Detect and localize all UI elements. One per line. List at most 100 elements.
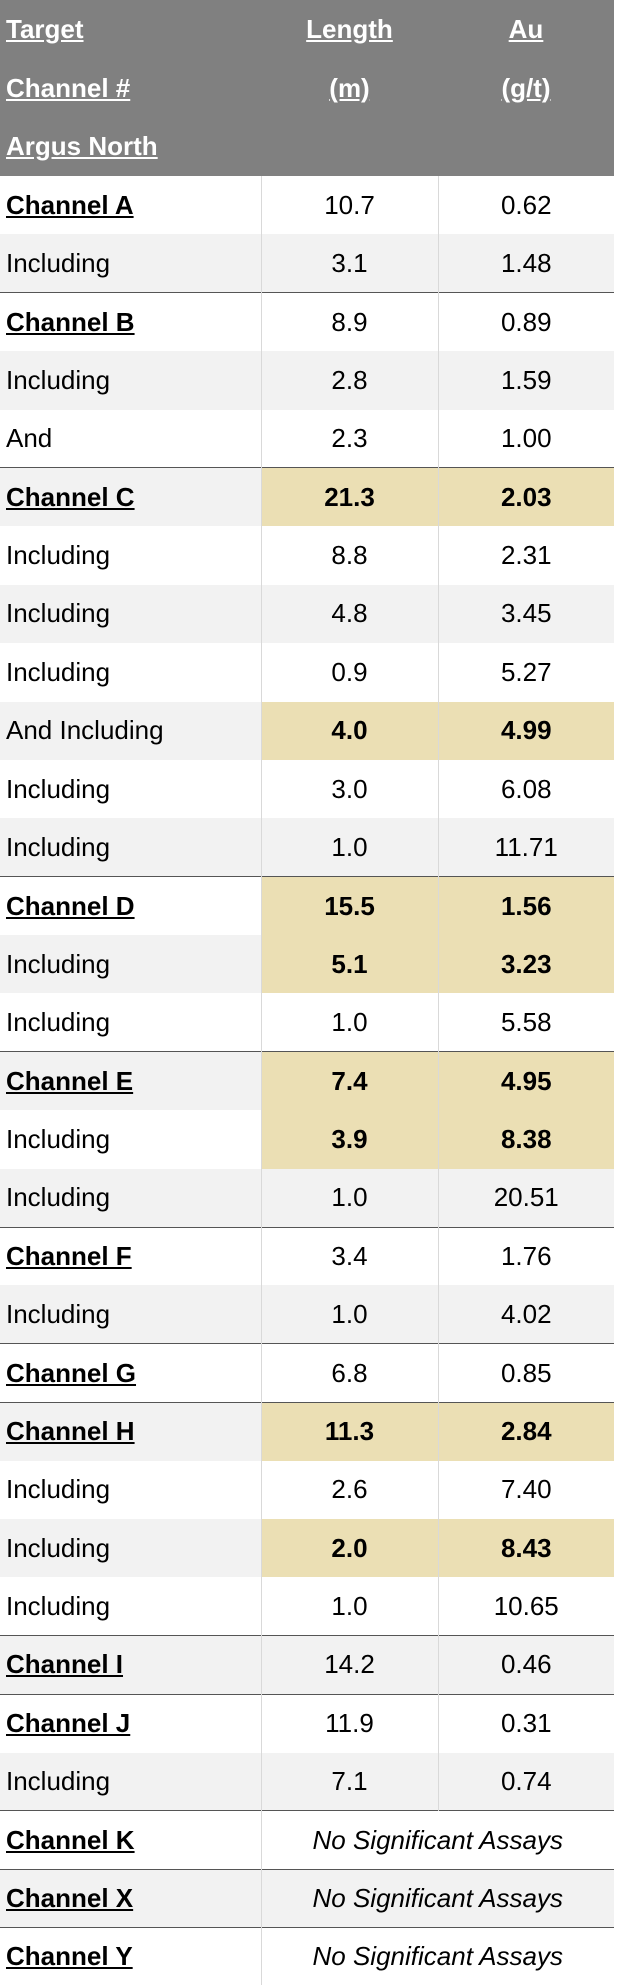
au-cell: 8.43	[437, 1518, 614, 1578]
interval-label: Including	[0, 1168, 261, 1228]
au-cell: 0.46	[437, 1635, 614, 1695]
length-cell: 1.0	[260, 993, 438, 1052]
au-cell: 0.31	[437, 1693, 614, 1753]
interval-label: Including	[0, 1285, 261, 1344]
note-cell: No Significant Assays	[260, 1810, 614, 1870]
interval-label: Including	[6, 656, 111, 687]
table-row: Including 2.6 7.40	[0, 1460, 614, 1519]
channel-name: Channel J	[0, 1693, 261, 1753]
channel-name: Channel F	[0, 1226, 261, 1286]
length-cell: 3.4	[260, 1226, 438, 1286]
table-row: Including 1.0 20.51	[0, 1168, 614, 1228]
au-cell: 11.71	[437, 818, 614, 877]
au-cell: 2.03	[437, 467, 614, 527]
channel-name: Channel Y	[0, 1927, 261, 1985]
length-cell: 11.3	[260, 1401, 438, 1461]
table-row: Channel C 21.3 2.03	[0, 467, 614, 527]
channel-name: Channel H	[0, 1401, 261, 1461]
au-cell: 10.65	[437, 1577, 614, 1636]
channel-name: Channel E	[0, 1051, 261, 1111]
length-cell: 1.0	[260, 1168, 438, 1228]
length-cell: 11.9	[260, 1693, 438, 1753]
au-cell: 1.59	[437, 351, 614, 410]
interval-label: Including	[0, 351, 261, 410]
au-cell: 4.02	[437, 1285, 614, 1344]
length-cell: 0.9	[260, 643, 438, 702]
au-cell: 1.56	[437, 876, 614, 936]
table-row: Including 2.0 8.43	[0, 1518, 614, 1578]
length-cell: 8.8	[260, 526, 438, 585]
interval-label: Including	[0, 1518, 261, 1578]
length-cell: 7.4	[260, 1051, 438, 1111]
length-cell: 5.1	[260, 935, 438, 994]
interval-label: Including	[6, 1123, 111, 1154]
au-cell: 6.08	[437, 759, 614, 819]
au-cell: 4.99	[437, 701, 614, 760]
table-row: Including 3.1 1.48	[0, 234, 614, 293]
header-line: Target	[6, 14, 84, 44]
table-row: Including 0.9 5.27	[0, 643, 614, 702]
au-cell: 1.48	[437, 234, 614, 293]
header-line: Argus North	[6, 131, 158, 161]
au-cell: 0.74	[437, 1752, 614, 1811]
au-cell: 2.84	[437, 1401, 614, 1461]
table-row: Including 5.1 3.23	[0, 935, 614, 994]
table-row: Channel K No Significant Assays	[0, 1810, 614, 1870]
note-cell: No Significant Assays	[260, 1927, 614, 1985]
au-cell: 0.62	[437, 176, 614, 235]
interval-label: Including	[6, 1474, 111, 1505]
au-cell: 1.76	[437, 1226, 614, 1286]
au-cell: 3.23	[437, 935, 614, 994]
length-cell: 3.1	[260, 234, 438, 293]
length-cell: 1.0	[260, 1285, 438, 1344]
channel-name: Channel X	[0, 1868, 261, 1928]
table-row: Channel J 11.9 0.31	[0, 1693, 614, 1753]
channel-name: Channel B	[0, 292, 261, 352]
note-cell: No Significant Assays	[260, 1868, 614, 1928]
header-cell: Target Channel # Argus North	[0, 0, 261, 176]
length-cell: 2.0	[260, 1518, 438, 1578]
header-cell: Length (m)	[261, 0, 438, 176]
length-cell: 7.1	[260, 1752, 438, 1811]
interval-label: Including	[6, 540, 111, 571]
channel-name: Channel D	[0, 876, 261, 936]
header-cell: Au (g/t)	[438, 0, 614, 176]
channel-name: Channel A	[6, 189, 134, 220]
table-row: And 2.3 1.00	[0, 409, 614, 468]
interval-label: Including	[0, 234, 261, 293]
interval-label: Including	[6, 773, 111, 804]
header-line: (m)	[329, 72, 370, 103]
table-row: Channel Y No Significant Assays	[0, 1927, 614, 1985]
au-cell: 7.40	[437, 1460, 614, 1519]
au-cell: 5.58	[437, 993, 614, 1052]
header-line: Channel #	[6, 72, 131, 103]
interval-label: Including	[0, 1752, 261, 1811]
channel-name: Channel C	[0, 467, 261, 527]
table-header: Target Channel # Argus North Length (m) Au (g/…	[0, 0, 614, 176]
table-row: Including 3.0 6.08	[0, 759, 614, 819]
channel-name: Channel G	[0, 1343, 261, 1403]
length-cell: 1.0	[260, 818, 438, 877]
header-line: (g/t)	[501, 72, 551, 103]
table-row: Including 2.8 1.59	[0, 351, 614, 410]
length-cell: 2.8	[260, 351, 438, 410]
header-line: Length	[306, 14, 393, 44]
interval-label: And	[6, 423, 53, 453]
au-cell: 0.89	[437, 292, 614, 352]
interval-label: And Including	[0, 701, 261, 760]
length-cell: 2.6	[260, 1460, 438, 1519]
table-row: Channel X No Significant Assays	[0, 1868, 614, 1928]
table-row: Including 1.0 11.71	[0, 818, 614, 877]
table-row: Channel H 11.3 2.84	[0, 1401, 614, 1461]
table-row: Including 1.0 4.02	[0, 1285, 614, 1344]
au-cell: 2.31	[437, 526, 614, 585]
length-cell: 3.0	[260, 759, 438, 819]
table-row: Including 1.0 5.58	[0, 993, 614, 1052]
table-row: Including 7.1 0.74	[0, 1752, 614, 1811]
table-row: And Including 4.0 4.99	[0, 701, 614, 760]
table-row: Channel G 6.8 0.85	[0, 1343, 614, 1403]
au-cell: 3.45	[437, 584, 614, 644]
length-cell: 10.7	[260, 176, 438, 235]
table-row: Channel A 10.7 0.62	[0, 176, 614, 235]
